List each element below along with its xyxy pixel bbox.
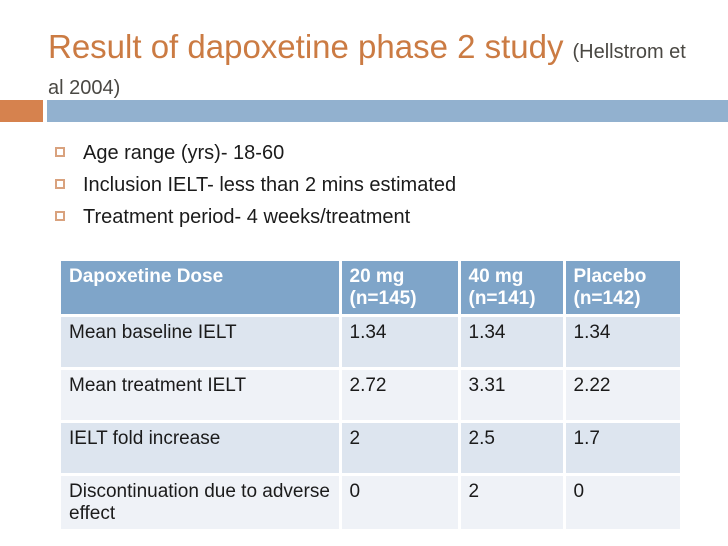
cell-20mg: 2 xyxy=(340,421,461,476)
cell-40mg: 3.31 xyxy=(459,368,566,423)
table-header-cell: 20 mg (n=145) xyxy=(340,261,461,317)
cell-placebo: 2.22 xyxy=(564,368,680,423)
bullet-item: Age range (yrs)- 18-60 xyxy=(53,140,673,166)
bullet-square-icon xyxy=(55,211,65,221)
table-header-cell: Placebo (n=142) xyxy=(564,261,680,317)
row-label: Discontinuation due to adverse effect xyxy=(61,474,342,529)
bullet-square-icon xyxy=(55,147,65,157)
row-label: Mean baseline IELT xyxy=(61,315,342,370)
cell-40mg: 2.5 xyxy=(459,421,566,476)
header-line2: (n=142) xyxy=(573,288,641,309)
row-label: Mean treatment IELT xyxy=(61,368,342,423)
bullet-text: Inclusion IELT- less than 2 mins estimat… xyxy=(83,174,457,196)
bullet-item: Inclusion IELT- less than 2 mins estimat… xyxy=(53,172,673,198)
bullet-list: Age range (yrs)- 18-60 Inclusion IELT- l… xyxy=(53,140,673,236)
title-citation: (Hellstrom et al 2004) xyxy=(48,41,686,99)
bullet-text: Treatment period- 4 weeks/treatment xyxy=(83,206,411,228)
accent-band xyxy=(0,100,728,122)
accent-band-orange-block xyxy=(0,100,43,122)
cell-placebo: 1.34 xyxy=(564,315,680,370)
cell-20mg: 0 xyxy=(340,474,461,529)
table-header-cell: Dapoxetine Dose xyxy=(61,261,342,317)
bullet-text: Age range (yrs)- 18-60 xyxy=(83,142,285,164)
table-row: IELT fold increase 2 2.5 1.7 xyxy=(61,421,680,476)
table-row: Discontinuation due to adverse effect 0 … xyxy=(61,474,680,529)
cell-placebo: 0 xyxy=(564,474,680,529)
table-header-row: Dapoxetine Dose 20 mg (n=145) 40 mg (n=141… xyxy=(61,261,680,317)
table-row: Mean treatment IELT 2.72 3.31 2.22 xyxy=(61,368,680,423)
slide-title: Result of dapoxetine phase 2 study (Hells… xyxy=(48,30,692,107)
row-label: IELT fold increase xyxy=(61,421,342,476)
header-line1: 20 mg xyxy=(349,266,405,287)
table-row: Mean baseline IELT 1.34 1.34 1.34 xyxy=(61,315,680,370)
header-line1: 40 mg xyxy=(468,266,524,287)
accent-band-blue-bar xyxy=(47,100,728,122)
header-line2: (n=145) xyxy=(349,288,417,309)
cell-20mg: 1.34 xyxy=(340,315,461,370)
header-line1: Placebo xyxy=(573,266,647,287)
bullet-item: Treatment period- 4 weeks/treatment xyxy=(53,204,673,230)
cell-40mg: 2 xyxy=(459,474,566,529)
header-line1: Dapoxetine Dose xyxy=(69,266,224,287)
cell-40mg: 1.34 xyxy=(459,315,566,370)
cell-20mg: 2.72 xyxy=(340,368,461,423)
cell-placebo: 1.7 xyxy=(564,421,680,476)
table-header-cell: 40 mg (n=141) xyxy=(459,261,566,317)
header-line2: (n=141) xyxy=(468,288,536,309)
bullet-square-icon xyxy=(55,179,65,189)
results-table: Dapoxetine Dose 20 mg (n=145) 40 mg (n=141… xyxy=(61,261,680,529)
title-text: Result of dapoxetine phase 2 study xyxy=(48,28,564,65)
